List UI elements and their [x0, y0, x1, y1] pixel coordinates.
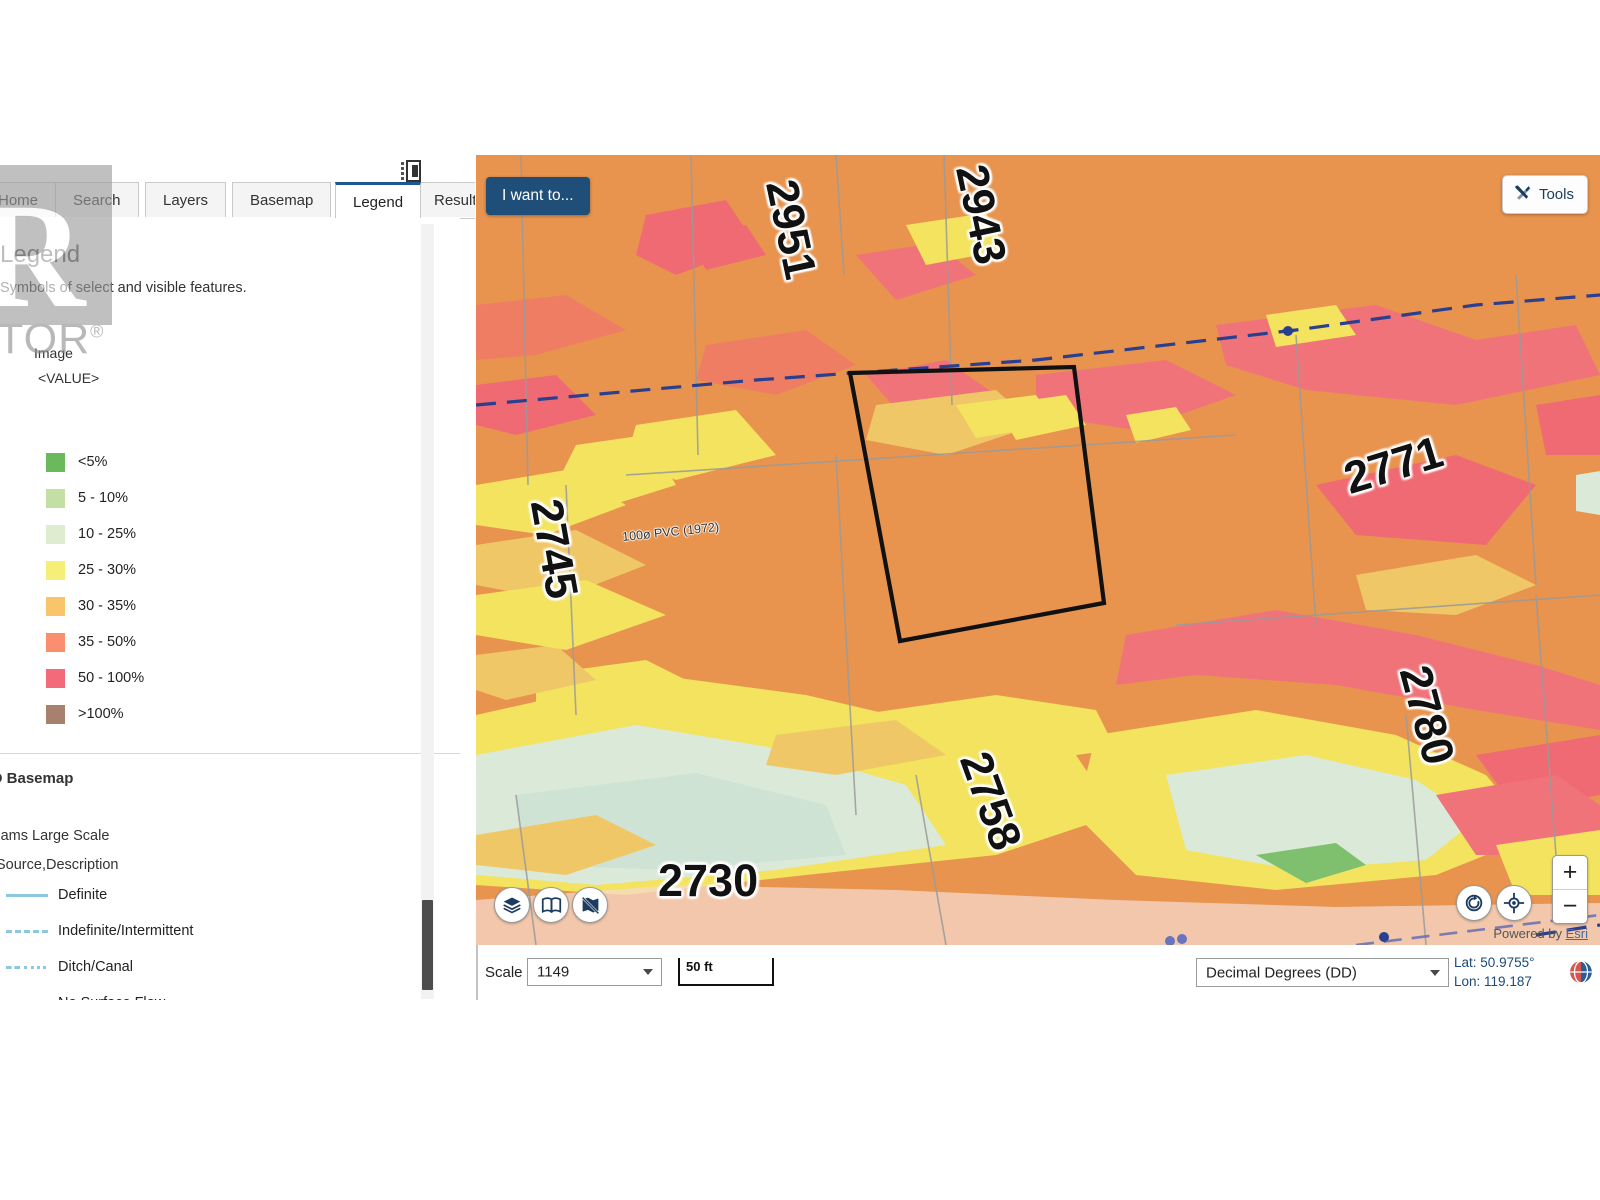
legend-swatch-label: 25 - 30% [78, 562, 137, 578]
scale-select[interactable]: 1149 [527, 958, 662, 986]
legend-swatch-label: 35 - 50% [78, 634, 137, 650]
chevron-down-icon [643, 969, 653, 975]
legend-swatch [46, 561, 65, 580]
scale-label: Scale [485, 964, 523, 981]
line-symbol-dashdot [6, 966, 20, 969]
map-viewport[interactable]: 100ø PVC (1972) 2951 2943 2771 2745 2758… [476, 155, 1600, 945]
gis-application: Home Search Layers Basemap Legend Result… [0, 155, 1600, 1000]
chevron-down-icon [1430, 969, 1440, 976]
legend-swatch [46, 669, 65, 688]
legend-swatch [46, 597, 65, 616]
locate-icon[interactable] [1496, 885, 1532, 921]
tools-icon [1513, 183, 1532, 206]
basemap-sublayer-streams: Streams Large Scale [0, 828, 110, 844]
longitude-readout: Lon: 119.187 [1454, 972, 1535, 991]
tab-results[interactable]: Results [416, 182, 475, 217]
tab-layers[interactable]: Layers [145, 182, 227, 217]
legend-swatch-label: >100% [78, 706, 124, 722]
legend-line-label: No Surface Flow [58, 994, 165, 1000]
map-attribution: Powered by Esri [1493, 926, 1588, 941]
zoom-in-button[interactable]: + [1553, 856, 1587, 890]
legend-divider [0, 753, 460, 754]
scale-bar: 50 ft [678, 958, 774, 986]
legend-swatch-label: 5 - 10% [78, 490, 128, 506]
sidebar-panel: Home Search Layers Basemap Legend Result… [0, 155, 475, 1000]
tools-label: Tools [1538, 186, 1574, 203]
page-title: Legend [0, 241, 81, 268]
tab-home[interactable]: Home [0, 182, 57, 217]
esri-link[interactable]: Esri [1565, 926, 1588, 941]
legend-panel-body: Legend Symbols of select and visible fea… [0, 218, 460, 1000]
legend-line-label: Ditch/Canal [58, 959, 133, 975]
basemap-group-title: CSRD Basemap [0, 770, 74, 787]
legend-swatch [46, 633, 65, 652]
legend-swatch [46, 453, 65, 472]
collapse-panel-icon[interactable] [399, 160, 421, 182]
lat-value: 50.9755° [1480, 955, 1535, 970]
legend-swatch-label: 50 - 100% [78, 670, 145, 686]
scale-value: 1149 [537, 963, 570, 981]
book-icon[interactable] [533, 887, 569, 923]
map-slash-icon[interactable] [572, 887, 608, 923]
tools-button[interactable]: Tools [1501, 175, 1588, 214]
scale-bar-label: 50 ft [686, 959, 713, 974]
legend-swatch [46, 705, 65, 724]
coordinate-format-value: Decimal Degrees (DD) [1206, 964, 1357, 981]
parcel-label-2730: 2730 [658, 855, 759, 906]
statusbar-left-divider [476, 945, 478, 1000]
tab-legend[interactable]: Legend [335, 182, 422, 218]
map-status-bar: Scale 1149 50 ft Decimal Degrees (DD) La… [476, 945, 1600, 1000]
zoom-controls: + − [1552, 855, 1588, 924]
globe-icon[interactable] [1568, 959, 1594, 985]
sidebar-scrollbar-track[interactable] [421, 224, 434, 999]
tab-basemap[interactable]: Basemap [232, 182, 332, 217]
legend-line-label: Definite [58, 887, 108, 903]
zoom-out-button[interactable]: − [1562, 892, 1578, 920]
attribution-prefix: Powered by [1493, 926, 1566, 941]
line-symbol-dashed [6, 930, 48, 933]
legend-swatch-label: 10 - 25% [78, 526, 137, 542]
legend-group-image: Image [34, 345, 73, 361]
lon-value: 119.187 [1484, 974, 1532, 989]
lon-label: Lon: [1454, 974, 1481, 989]
latitude-readout: Lat: 50.9755° [1454, 953, 1535, 972]
legend-swatch-label: <5% [78, 454, 108, 470]
coordinate-readout: Lat: 50.9755° Lon: 119.187 [1454, 953, 1535, 991]
legend-swatch-label: 30 - 35% [78, 598, 137, 614]
basemap-sublayer-source: Source,Description [0, 857, 119, 873]
lat-label: Lat: [1454, 955, 1477, 970]
sidebar-tabbar: Home Search Layers Basemap Legend Result… [0, 182, 475, 219]
line-symbol-dashdot-tail [24, 966, 46, 969]
i-want-to-button[interactable]: I want to... [486, 177, 590, 215]
map-raster-canvas [476, 155, 1600, 945]
tab-search[interactable]: Search [55, 182, 139, 217]
sidebar-scrollbar-thumb[interactable] [422, 900, 433, 990]
layer-stack-icon[interactable] [494, 887, 530, 923]
legend-swatch [46, 525, 65, 544]
line-symbol-solid [6, 894, 48, 897]
legend-subtitle: Symbols of select and visible features. [0, 280, 247, 296]
coordinate-format-select[interactable]: Decimal Degrees (DD) [1196, 958, 1449, 987]
legend-group-value: <VALUE> [38, 370, 100, 386]
legend-line-label: Indefinite/Intermittent [58, 923, 194, 939]
refresh-icon[interactable] [1456, 885, 1492, 921]
legend-swatch [46, 489, 65, 508]
